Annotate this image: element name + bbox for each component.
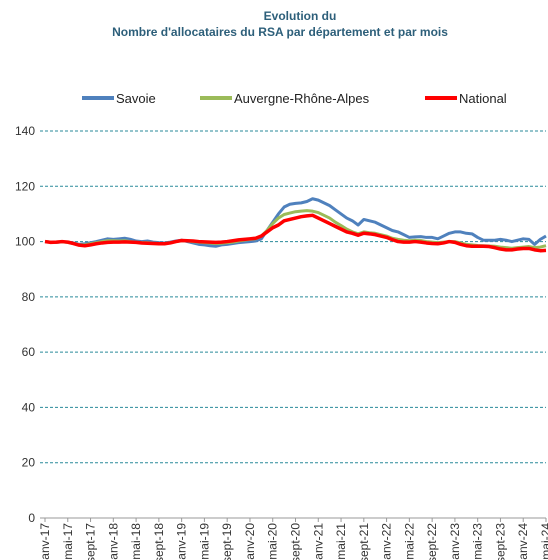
x-tick-label: janv-21	[311, 523, 325, 560]
y-tick-label: 100	[15, 235, 35, 249]
x-tick-label: sept-19	[220, 523, 234, 560]
x-tick-label: janv-18	[106, 523, 120, 560]
x-tick-label: mai-20	[266, 523, 280, 560]
x-tick-label: mai-17	[61, 523, 75, 560]
series-line	[44, 197, 547, 248]
y-tick-label: 120	[15, 179, 35, 193]
legend-label: National	[459, 91, 507, 106]
y-tick-label: 140	[15, 124, 35, 138]
x-tick-label: sept-21	[357, 523, 371, 560]
x-tick-label: mai-21	[334, 523, 348, 560]
y-tick-label: 60	[22, 345, 36, 359]
legend-label: Savoie	[116, 91, 156, 106]
x-tick-label: mai-18	[129, 523, 143, 560]
x-tick-label: janv-23	[448, 523, 462, 560]
y-tick-label: 80	[22, 290, 36, 304]
chart-title: Evolution du	[264, 9, 337, 23]
x-tick-label: mai-22	[402, 523, 416, 560]
x-tick-label: sept-18	[152, 523, 166, 560]
chart-subtitle: Nombre d'allocataires du RSA par départe…	[112, 25, 448, 39]
y-tick-label: 40	[22, 400, 36, 414]
legend-label: Auvergne-Rhône-Alpes	[234, 91, 370, 106]
x-tick-label: sept-22	[425, 523, 439, 560]
x-tick-label: mai-19	[197, 523, 211, 560]
x-tick-label: mai-24	[539, 523, 548, 560]
x-tick-label: mai-23	[471, 523, 485, 560]
x-tick-label: sept-17	[84, 523, 98, 560]
x-tick-label: janv-22	[380, 523, 394, 560]
x-tick-label: janv-19	[175, 523, 189, 560]
x-tick-label: janv-17	[38, 523, 52, 560]
x-tick-label: sept-20	[289, 523, 303, 560]
x-tick-label: janv-20	[243, 523, 257, 560]
series-line	[44, 213, 547, 253]
y-tick-label: 0	[28, 511, 35, 525]
x-tick-label: sept-23	[493, 523, 507, 560]
y-tick-label: 20	[22, 456, 36, 470]
x-tick-label: janv-24	[516, 523, 530, 560]
